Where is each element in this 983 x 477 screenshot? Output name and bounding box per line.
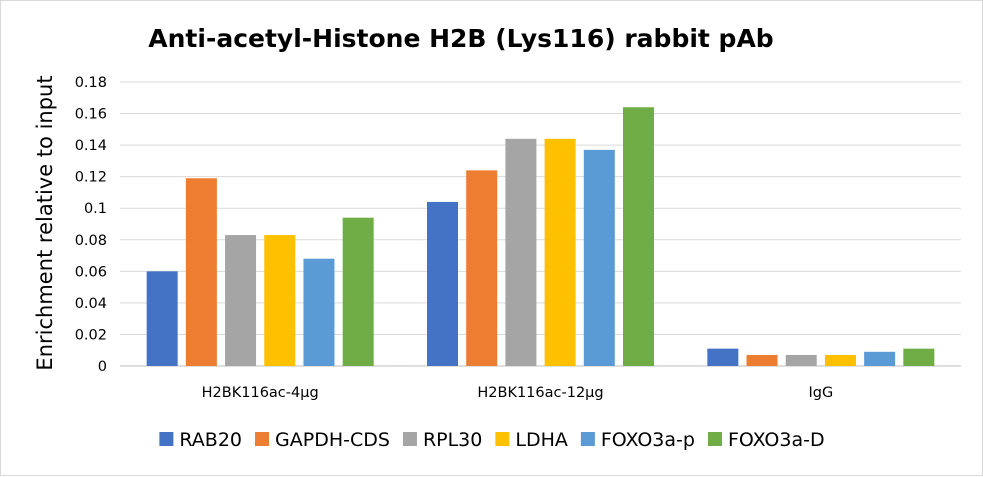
y-axis-label: Enrichment relative to input: [33, 75, 57, 370]
legend: RAB20 GAPDH-CDS RPL30 LDHA FOXO3a-p FOXO3a-D: [159, 429, 825, 451]
bar-gapdh-cds-3: [746, 354, 778, 366]
x-category-label: H2BK116ac-4μg: [202, 385, 319, 401]
legend-label: FOXO3a-D: [728, 429, 825, 451]
y-tick-label: 0.12: [75, 170, 107, 186]
legend-item-foxo3a-d: FOXO3a-D: [707, 429, 825, 451]
y-tick-label: 0.14: [75, 138, 107, 154]
bar-foxo3a-p-3: [864, 351, 896, 366]
legend-item-ldha: LDHA: [495, 429, 568, 451]
chart-title: Anti-acetyl-Histone H2B (Lys116) rabbit …: [148, 24, 773, 53]
bar-ldha-2: [544, 138, 576, 366]
legend-label: RAB20: [179, 429, 242, 451]
bar-rpl30-3: [785, 354, 817, 366]
bar-rab20-2: [427, 201, 458, 366]
legend-label: RPL30: [423, 429, 482, 451]
bar-foxo3a-d-2: [623, 107, 654, 366]
bars: [146, 107, 935, 366]
legend-swatch: [402, 432, 417, 446]
legend-swatch: [159, 432, 174, 446]
category-labels: H2BK116ac-4μg H2BK116ac-12μg IgG: [202, 385, 834, 401]
bar-foxo3a-d-3: [903, 348, 935, 366]
y-tick-label: 0.16: [75, 107, 107, 123]
bar-ldha-3: [824, 354, 856, 366]
legend-label: LDHA: [515, 429, 568, 451]
y-tick-label: 0.18: [75, 75, 107, 91]
gridlines: [120, 81, 961, 367]
bar-gapdh-cds-1: [185, 178, 217, 366]
bar-rpl30-2: [505, 138, 537, 366]
bar-gapdh-cds-2: [466, 170, 498, 366]
bar-foxo3a-d-1: [342, 217, 374, 366]
y-tick-label: 0: [98, 359, 107, 375]
y-axis-ticks: 0 0.02 0.04 0.06 0.08 0.1 0.12 0.14 0.16 0.18: [75, 75, 107, 375]
bar-rab20-1: [146, 271, 178, 366]
legend-item-gapdh-cds: GAPDH-CDS: [255, 429, 390, 451]
bar-ldha-1: [264, 235, 296, 366]
y-tick-label: 0.08: [75, 233, 107, 249]
legend-label: GAPDH-CDS: [275, 429, 390, 451]
legend-item-rab20: RAB20: [159, 429, 242, 451]
bar-rpl30-1: [225, 235, 257, 366]
y-tick-label: 0.06: [75, 264, 107, 280]
legend-swatch: [707, 432, 722, 446]
y-tick-label: 0.02: [75, 327, 107, 343]
x-category-label: IgG: [808, 385, 833, 401]
bar-foxo3a-p-2: [583, 149, 615, 366]
legend-swatch: [495, 432, 510, 446]
bar-rab20-3: [707, 348, 739, 366]
legend-item-rpl30: RPL30: [402, 429, 482, 451]
legend-item-foxo3a-p: FOXO3a-p: [580, 429, 695, 451]
bar-foxo3a-p-1: [303, 258, 335, 366]
y-tick-label: 0.1: [84, 201, 107, 217]
y-tick-label: 0.04: [75, 296, 107, 312]
legend-swatch: [255, 432, 270, 446]
legend-swatch: [580, 432, 595, 446]
legend-label: FOXO3a-p: [601, 429, 695, 451]
x-category-label: H2BK116ac-12μg: [477, 385, 603, 401]
